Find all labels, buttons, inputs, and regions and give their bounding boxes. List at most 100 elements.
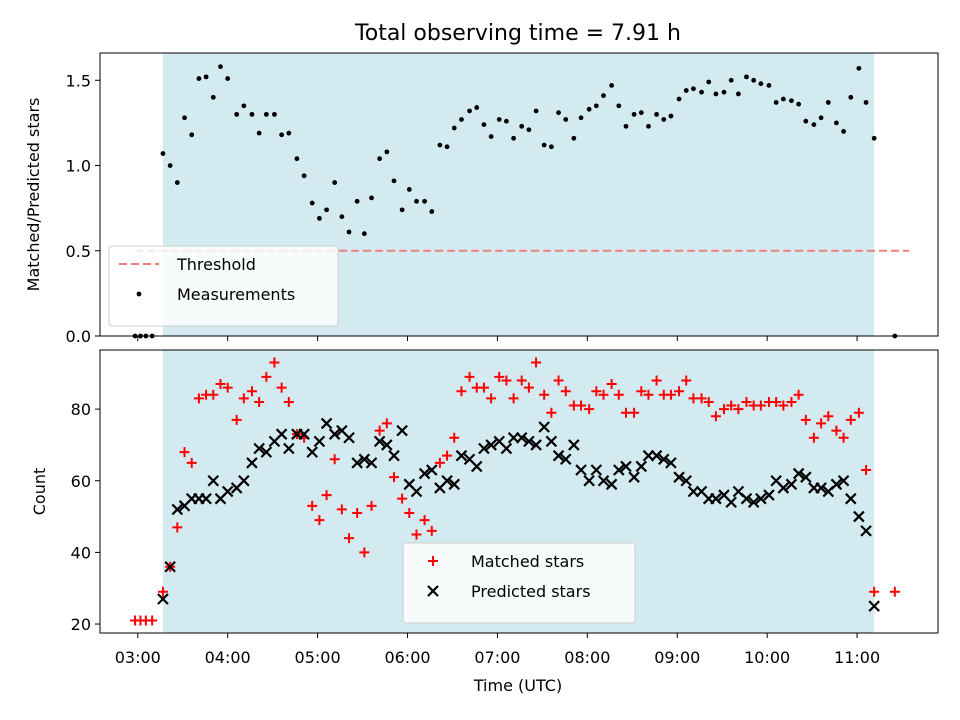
legend-label: Measurements xyxy=(177,285,295,304)
data-point xyxy=(676,96,682,102)
data-point xyxy=(837,474,850,487)
data-point xyxy=(766,82,772,88)
data-point xyxy=(755,492,767,505)
data-point xyxy=(437,142,443,148)
legend-label: Threshold xyxy=(176,255,256,274)
data-point xyxy=(771,396,782,407)
data-point xyxy=(449,432,460,443)
data-point xyxy=(818,115,824,121)
data-point xyxy=(548,144,554,150)
y-axis-label: Matched/Predicted stars xyxy=(24,98,43,292)
data-point xyxy=(800,414,811,425)
legend-marker-swatch xyxy=(428,556,438,566)
data-point xyxy=(713,91,719,97)
data-point xyxy=(422,198,427,204)
data-point xyxy=(373,435,386,448)
data-point xyxy=(800,471,812,483)
data-point xyxy=(374,425,385,436)
data-point xyxy=(631,111,637,117)
x-tick-label: 08:00 xyxy=(564,648,610,667)
data-point xyxy=(861,465,872,476)
data-point xyxy=(218,64,223,70)
data-point xyxy=(157,593,169,605)
data-point xyxy=(719,404,730,415)
y-tick-label: 80 xyxy=(71,400,91,419)
data-point xyxy=(203,74,209,80)
legend: Matched stars Predicted stars xyxy=(402,542,636,624)
data-point xyxy=(396,424,408,437)
data-point xyxy=(751,77,757,83)
data-point xyxy=(546,407,557,418)
data-point xyxy=(391,178,397,184)
data-point xyxy=(221,485,234,498)
data-point xyxy=(777,482,790,494)
data-point xyxy=(389,472,400,483)
data-point xyxy=(576,400,587,411)
data-point xyxy=(486,393,497,404)
data-point xyxy=(316,215,322,221)
data-point xyxy=(200,492,212,505)
legend-marker-swatch xyxy=(136,291,142,297)
data-point xyxy=(590,464,603,476)
data-point xyxy=(456,386,467,397)
data-point xyxy=(845,492,857,505)
data-point xyxy=(860,525,872,537)
data-point xyxy=(597,474,610,487)
data-point xyxy=(706,79,712,85)
data-point xyxy=(552,449,565,462)
data-point xyxy=(556,110,561,116)
data-point xyxy=(434,457,445,468)
data-point xyxy=(171,503,184,516)
data-point xyxy=(623,123,629,129)
data-point xyxy=(793,389,804,400)
data-point xyxy=(496,117,502,122)
data-point xyxy=(406,186,412,192)
data-point xyxy=(160,151,166,156)
data-point xyxy=(733,404,744,415)
data-point xyxy=(381,439,393,451)
data-point xyxy=(863,100,869,105)
y-tick-label: 0.5 xyxy=(66,242,91,261)
data-point xyxy=(474,105,480,110)
data-point xyxy=(696,393,707,404)
data-point xyxy=(780,96,786,102)
data-point xyxy=(601,93,606,99)
data-point xyxy=(332,180,338,185)
data-point xyxy=(869,586,880,597)
data-point xyxy=(354,198,360,204)
data-point xyxy=(629,407,640,418)
data-point xyxy=(336,504,347,515)
data-point xyxy=(314,515,325,526)
data-point xyxy=(494,371,505,382)
count-panel: 20 40 60 80 03:00 04:00 05:00 06:00 07:00 08:00 09… xyxy=(30,349,939,667)
data-point xyxy=(361,231,367,237)
data-point xyxy=(651,375,662,386)
data-point xyxy=(539,389,550,400)
data-point xyxy=(816,418,827,429)
data-point xyxy=(470,460,483,473)
data-point xyxy=(399,207,405,213)
legend-marker-swatch xyxy=(427,585,439,597)
data-point xyxy=(699,89,704,95)
data-point xyxy=(584,404,595,415)
y-tick-label: 40 xyxy=(71,543,91,562)
data-point xyxy=(182,115,187,121)
data-point xyxy=(404,507,415,518)
data-point xyxy=(320,417,333,430)
data-point xyxy=(429,209,435,214)
data-point xyxy=(823,411,834,422)
legend-box xyxy=(108,245,339,327)
data-point xyxy=(575,464,587,476)
ratio-panel: 0.0 0.5 1.0 1.5 Matched/Predicted stars Thres… xyxy=(24,52,939,346)
data-point xyxy=(208,389,219,400)
data-point xyxy=(253,442,265,455)
data-point xyxy=(654,111,659,117)
data-point xyxy=(563,117,569,122)
data-point xyxy=(418,467,431,480)
data-point xyxy=(833,120,839,126)
data-point xyxy=(324,207,329,213)
data-point xyxy=(426,525,437,536)
data-point xyxy=(238,474,250,487)
data-point xyxy=(763,489,775,501)
